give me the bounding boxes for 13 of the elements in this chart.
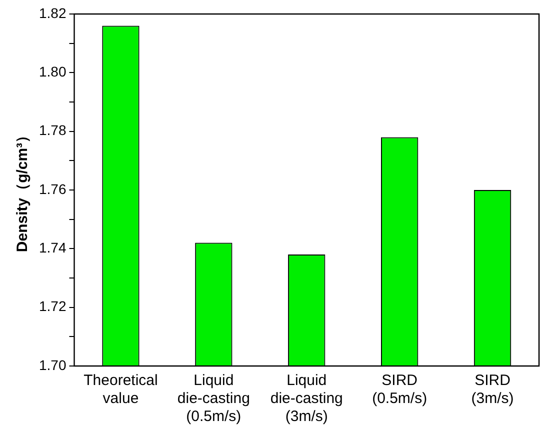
x-tick-label: Theoretical value <box>84 372 158 408</box>
y-tick-label: 1.76 <box>39 180 66 197</box>
y-tick-label: 1.80 <box>39 64 66 80</box>
x-tick-label: SIRD (3m/s) <box>471 372 514 408</box>
y-tick-label: 1.70 <box>39 356 66 373</box>
y-axis-title: Density（g/cm³） <box>14 128 32 252</box>
x-tick-label: Liquid die-casting (3m/s) <box>270 372 343 426</box>
y-tick-label: 1.74 <box>39 240 66 256</box>
x-tick-label: SIRD (0.5m/s) <box>372 372 428 408</box>
x-tick-label: Liquid die-casting (0.5m/s) <box>177 372 250 426</box>
y-tick-label: 1.82 <box>39 4 66 21</box>
y-tick-label: 1.78 <box>39 122 66 138</box>
y-tick-label: 1.72 <box>39 298 66 314</box>
